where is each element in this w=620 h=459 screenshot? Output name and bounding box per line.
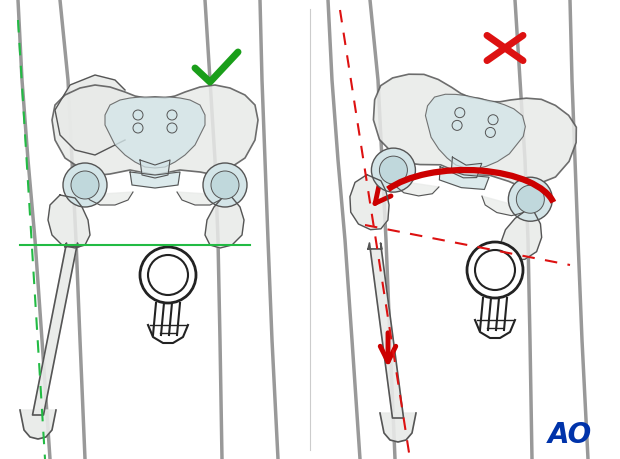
Polygon shape (368, 243, 404, 418)
Polygon shape (425, 94, 525, 169)
Polygon shape (391, 180, 439, 196)
Circle shape (455, 108, 465, 118)
Polygon shape (440, 167, 489, 190)
Polygon shape (20, 410, 56, 439)
Polygon shape (451, 157, 482, 178)
Polygon shape (52, 85, 258, 175)
Text: AO: AO (548, 421, 592, 449)
Polygon shape (373, 74, 577, 185)
Polygon shape (380, 413, 416, 442)
Polygon shape (482, 196, 528, 216)
Polygon shape (140, 160, 170, 178)
Polygon shape (48, 195, 90, 248)
Polygon shape (130, 172, 180, 188)
Circle shape (452, 120, 462, 130)
Circle shape (133, 123, 143, 133)
Circle shape (371, 148, 415, 192)
Polygon shape (32, 243, 79, 415)
Circle shape (167, 110, 177, 120)
Circle shape (211, 171, 239, 199)
Polygon shape (205, 195, 244, 248)
Polygon shape (55, 75, 125, 155)
Circle shape (71, 171, 99, 199)
Circle shape (379, 156, 407, 184)
Circle shape (140, 247, 196, 303)
Polygon shape (85, 192, 133, 205)
Polygon shape (105, 97, 205, 168)
Circle shape (475, 250, 515, 290)
Circle shape (63, 163, 107, 207)
Polygon shape (177, 192, 225, 205)
Circle shape (133, 110, 143, 120)
Polygon shape (500, 210, 542, 260)
Circle shape (508, 177, 552, 221)
Circle shape (148, 255, 188, 295)
Circle shape (167, 123, 177, 133)
Circle shape (203, 163, 247, 207)
Circle shape (467, 242, 523, 298)
Circle shape (485, 128, 495, 137)
Polygon shape (350, 175, 389, 230)
Circle shape (488, 115, 498, 125)
Circle shape (516, 185, 544, 213)
